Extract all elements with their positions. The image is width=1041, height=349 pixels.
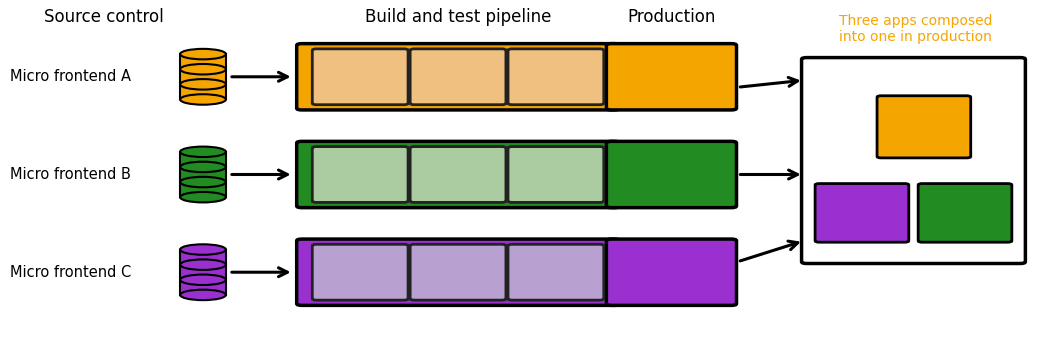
Text: Source control: Source control [44, 8, 164, 27]
Ellipse shape [180, 94, 226, 105]
FancyBboxPatch shape [877, 96, 970, 158]
Ellipse shape [180, 244, 226, 255]
FancyBboxPatch shape [410, 49, 506, 105]
FancyBboxPatch shape [410, 244, 506, 300]
FancyBboxPatch shape [312, 244, 408, 300]
FancyBboxPatch shape [815, 184, 909, 242]
Text: Micro frontend C: Micro frontend C [10, 265, 131, 280]
Ellipse shape [180, 177, 226, 187]
Text: Micro frontend A: Micro frontend A [10, 69, 131, 84]
Ellipse shape [180, 275, 226, 285]
FancyBboxPatch shape [297, 141, 619, 208]
FancyBboxPatch shape [606, 141, 737, 208]
Ellipse shape [180, 49, 226, 59]
FancyBboxPatch shape [508, 147, 604, 202]
Text: Micro frontend B: Micro frontend B [10, 167, 131, 182]
Ellipse shape [180, 290, 226, 300]
Text: Three apps composed
into one in production: Three apps composed into one in producti… [839, 14, 993, 44]
FancyBboxPatch shape [606, 44, 737, 110]
FancyBboxPatch shape [410, 147, 506, 202]
FancyBboxPatch shape [508, 244, 604, 300]
FancyBboxPatch shape [918, 184, 1012, 242]
Ellipse shape [180, 259, 226, 270]
Ellipse shape [180, 162, 226, 172]
Bar [180, 54, 226, 99]
Ellipse shape [180, 79, 226, 90]
Ellipse shape [180, 64, 226, 74]
Bar [180, 250, 226, 295]
FancyBboxPatch shape [297, 44, 619, 110]
Bar [180, 152, 226, 197]
FancyBboxPatch shape [312, 49, 408, 105]
Ellipse shape [180, 192, 226, 202]
FancyBboxPatch shape [802, 58, 1025, 263]
FancyBboxPatch shape [312, 147, 408, 202]
Ellipse shape [180, 147, 226, 157]
FancyBboxPatch shape [297, 239, 619, 305]
FancyBboxPatch shape [606, 239, 737, 305]
Text: Production: Production [628, 8, 715, 27]
FancyBboxPatch shape [508, 49, 604, 105]
Text: Build and test pipeline: Build and test pipeline [364, 8, 552, 27]
